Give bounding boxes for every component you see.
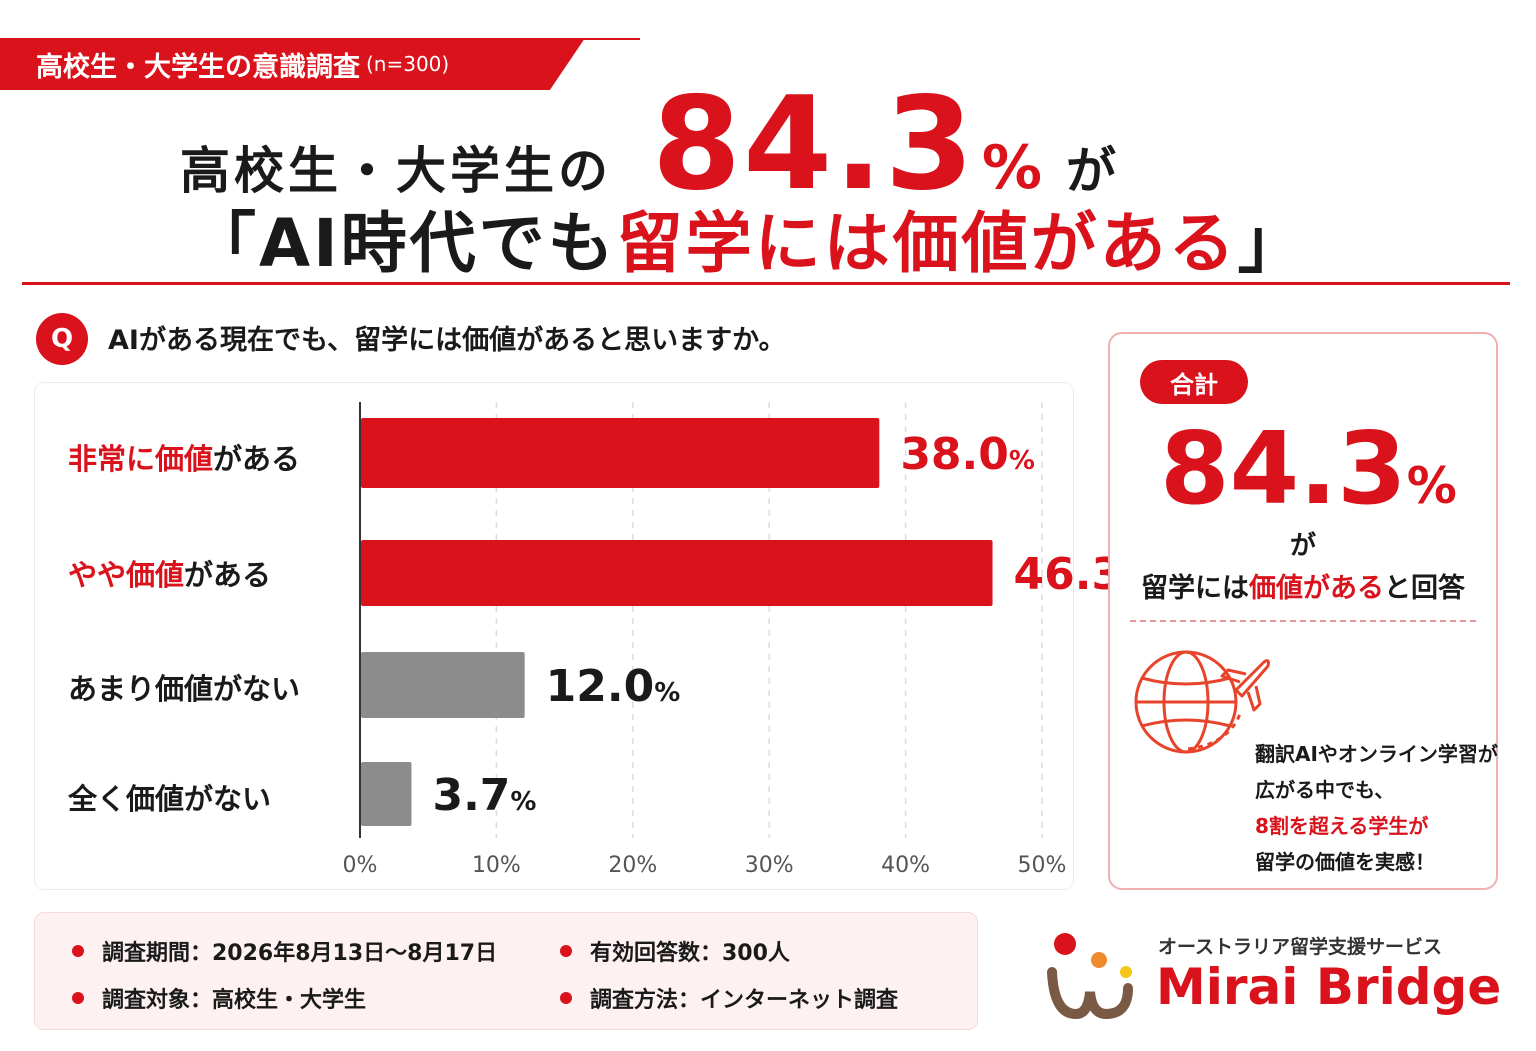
total-ga: が: [1289, 531, 1316, 561]
info-period: 調査期間：2026年8月13日〜8月17日: [72, 935, 497, 967]
question-badge: Q: [36, 313, 88, 365]
info-target: 調査対象：高校生・大学生: [72, 982, 366, 1014]
x-tick-label: 0%: [343, 853, 378, 878]
note-line-last: 留学の価値を実感！: [1255, 850, 1435, 874]
globe-airplane-icon: [1134, 650, 1270, 754]
category-label-rest: がある: [213, 442, 301, 476]
x-tick-label: 10%: [472, 853, 521, 878]
survey-ribbon: 高校生・大学生の意識調査 (n=300): [0, 38, 585, 90]
headline-suffix: が: [1065, 142, 1116, 200]
info-method: 調査方法：インターネット調査: [560, 982, 898, 1014]
ribbon-sample: (n=300): [366, 52, 450, 76]
category-label: 非常に価値がある: [68, 436, 300, 478]
headline-prefix: 高校生・大学生の: [180, 142, 612, 200]
x-tick-label: 50%: [1018, 853, 1067, 878]
brand-tagline: オーストラリア留学支援サービス: [1158, 936, 1443, 958]
total-badge: 合計: [1140, 360, 1248, 404]
headline-percent: %: [981, 133, 1042, 203]
total-note: 翻訳AIやオンライン学習が 広がる中でも、 8割を超える学生が 留学の価値を実感…: [1255, 736, 1498, 880]
category-label-rest: 全く価値がない: [68, 782, 272, 816]
bullet-dot-icon: [560, 992, 572, 1004]
note-line-red: 8割を超える学生が: [1255, 814, 1429, 838]
bullet-dot-icon: [560, 945, 572, 957]
x-tick-label: 40%: [881, 853, 930, 878]
category-label-highlight: やや価値: [68, 558, 185, 592]
question-text: AIがある現在でも、留学には価値があると思いますか。: [108, 325, 786, 356]
info-method-text: 調査方法：インターネット調査: [590, 988, 899, 1013]
headline-big-number: 84.3: [652, 70, 976, 219]
headline-line2-black: 「AI時代でも: [190, 205, 617, 282]
ribbon-label: 高校生・大学生の意識調査: [36, 51, 360, 83]
category-label-highlight: 非常に価値: [68, 442, 214, 476]
bar-value-unit: %: [654, 678, 680, 708]
x-tick-label: 30%: [745, 853, 794, 878]
bullet-dot-icon: [72, 992, 84, 1004]
bar-chart: 0%10%20%30%40%50%38.0%46.3%12.0%3.7%: [343, 402, 1148, 878]
headline-divider: [22, 282, 1510, 285]
category-label: あまり価値がない: [68, 666, 300, 708]
bar-value-label: 3.7%: [432, 770, 536, 821]
total-percent: %: [1406, 457, 1457, 515]
category-label-rest: がある: [184, 558, 272, 592]
chart-panel: [34, 382, 1074, 890]
bar: [361, 540, 993, 606]
total-description: 留学には価値があると回答: [1108, 566, 1498, 605]
total-desc-pre: 留学には: [1141, 573, 1249, 604]
ribbon-accent-line: [560, 38, 640, 40]
info-responses: 有効回答数：300人: [560, 935, 790, 967]
note-line-1: 翻訳AIやオンライン学習が: [1255, 742, 1498, 766]
headline-line-2: 「AI時代でも留学には価値がある」: [190, 190, 1307, 286]
x-tick-label: 20%: [608, 853, 657, 878]
total-dashed-divider: [1130, 620, 1476, 622]
bar-value-label: 12.0%: [546, 661, 681, 712]
info-responses-text: 有効回答数：300人: [590, 941, 790, 966]
bar-value-unit: %: [1009, 446, 1035, 476]
category-label: やや価値がある: [68, 552, 271, 594]
total-panel: [1108, 332, 1498, 890]
headline-line-1: 高校生・大学生の 84.3 % が: [180, 70, 1116, 219]
bar: [361, 652, 525, 718]
bullet-dot-icon: [72, 945, 84, 957]
note-line-2: 広がる中でも、: [1255, 778, 1395, 802]
info-period-text: 調査期間：2026年8月13日〜8月17日: [102, 941, 498, 966]
brand-name: Mirai Bridge: [1156, 958, 1502, 1016]
category-label-rest: あまり価値がない: [68, 672, 301, 706]
headline-line2-close: 」: [1237, 205, 1307, 282]
total-number-value: 84.3: [1160, 410, 1407, 527]
headline-line2-red: 留学には価値がある: [616, 205, 1238, 282]
bar: [361, 762, 412, 826]
info-target-text: 調査対象：高校生・大学生: [102, 988, 367, 1013]
survey-info-panel: [34, 912, 978, 1030]
bar-value-unit: %: [510, 787, 536, 817]
total-number: 84.3%: [1160, 410, 1457, 527]
bar: [361, 418, 880, 488]
category-label: 全く価値がない: [68, 776, 271, 818]
bar-value-label: 38.0%: [900, 429, 1035, 480]
total-desc-red: 価値がある: [1249, 573, 1384, 604]
total-desc-post: と回答: [1384, 573, 1465, 604]
mirai-bridge-logo-icon: [1047, 933, 1133, 1020]
